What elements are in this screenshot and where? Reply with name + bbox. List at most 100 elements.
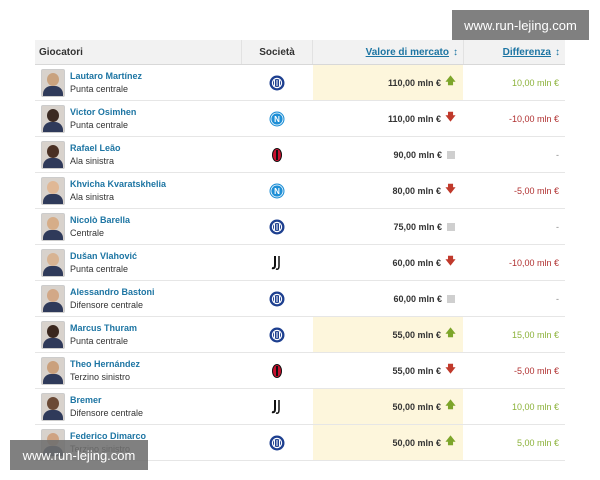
player-photo[interactable] — [41, 68, 65, 97]
difference-cell: - — [463, 281, 565, 316]
club-cell[interactable] — [241, 353, 313, 388]
inter-logo[interactable] — [269, 75, 285, 91]
difference-value: -10,00 mln € — [508, 257, 559, 268]
difference-cell: 15,00 mln € — [463, 317, 565, 352]
player-photo[interactable] — [41, 320, 65, 349]
player-name-link[interactable]: Rafael Leão — [70, 142, 121, 153]
player-cell: Bremer Difensore centrale — [35, 389, 241, 424]
inter-logo[interactable] — [269, 291, 285, 307]
player-photo[interactable] — [41, 176, 65, 205]
svg-text:N: N — [274, 187, 280, 196]
market-value-cell: 90,00 mln € — [313, 137, 463, 172]
club-cell[interactable]: N — [241, 173, 313, 208]
player-role: Difensore centrale — [70, 299, 144, 310]
player-name-link[interactable]: Bremer — [70, 394, 102, 405]
player-name-link[interactable]: Marcus Thuram — [70, 322, 138, 333]
table-row: Lautaro Martínez Punta centrale 110,00 mln… — [35, 65, 565, 101]
market-value: 75,00 mln € — [393, 221, 442, 232]
player-name-link[interactable]: Khvicha Kvaratskhelia — [70, 178, 167, 189]
milan-logo[interactable] — [269, 147, 285, 163]
sort-icon[interactable]: ↕ — [453, 46, 458, 58]
column-header-player: Giocatori — [39, 46, 83, 58]
player-name-link[interactable]: Victor Osimhen — [70, 106, 137, 117]
table-header: Giocatori Società Valore di mercato ↕ Di… — [35, 40, 565, 65]
player-cell: Rafael Leão Ala sinistra — [35, 137, 241, 172]
juventus-logo[interactable] — [269, 255, 285, 271]
sort-by-diff-link[interactable]: Differenza — [502, 46, 551, 58]
club-cell[interactable] — [241, 65, 313, 100]
sort-icon[interactable]: ↕ — [555, 46, 560, 58]
table-row: Theo Hernández Terzino sinistro 55,00 mln … — [35, 353, 565, 389]
player-role: Difensore centrale — [70, 407, 144, 418]
club-cell[interactable]: N — [241, 101, 313, 136]
watermark-top: www.run-lejing.com — [452, 10, 589, 40]
napoli-logo[interactable]: N — [269, 111, 285, 127]
trend-flat-icon — [447, 222, 455, 231]
difference-cell: -10,00 mln € — [463, 101, 565, 136]
player-cell: Victor Osimhen Punta centrale — [35, 101, 241, 136]
player-name-link[interactable]: Theo Hernández — [70, 358, 141, 369]
sort-by-value-link[interactable]: Valore di mercato — [365, 46, 449, 58]
difference-cell: 10,00 mln € — [463, 389, 565, 424]
watermark-bottom: www.run-lejing.com — [10, 440, 148, 470]
table-row: Dušan Vlahović Punta centrale 60,00 mln € 🡇… — [35, 245, 565, 281]
player-role: Terzino sinistro — [70, 371, 131, 382]
column-header-value[interactable]: Valore di mercato ↕ — [313, 40, 463, 64]
table-row: Rafael Leão Ala sinistra 90,00 mln € - — [35, 137, 565, 173]
player-photo[interactable] — [41, 248, 65, 277]
player-name-link[interactable]: Dušan Vlahović — [70, 250, 138, 261]
player-photo[interactable] — [41, 140, 65, 169]
player-photo[interactable] — [41, 284, 65, 313]
market-value: 55,00 mln € — [392, 329, 441, 340]
club-cell[interactable] — [241, 317, 313, 352]
player-cell: Khvicha Kvaratskhelia Ala sinistra — [35, 173, 241, 208]
table-row: Nicolò Barella Centrale 75,00 mln € - — [35, 209, 565, 245]
player-role: Punta centrale — [70, 335, 129, 346]
difference-value: 10,00 mln € — [511, 401, 559, 412]
inter-logo[interactable] — [269, 435, 285, 451]
trend-up-icon: 🡅 — [445, 400, 456, 411]
player-photo[interactable] — [41, 104, 65, 133]
club-cell[interactable] — [241, 425, 313, 460]
difference-cell: -10,00 mln € — [463, 245, 565, 280]
market-value: 80,00 mln € — [392, 185, 441, 196]
column-header-diff[interactable]: Differenza ↕ — [463, 40, 565, 64]
club-cell[interactable] — [241, 281, 313, 316]
player-name-link[interactable]: Federico Dimarco — [70, 430, 147, 441]
market-value-cell: 60,00 mln € — [313, 281, 463, 316]
trend-up-icon: 🡅 — [445, 328, 456, 339]
juventus-logo[interactable] — [269, 399, 285, 415]
difference-value: 10,00 mln € — [511, 77, 559, 88]
table-body: Lautaro Martínez Punta centrale 110,00 mln… — [35, 65, 565, 461]
player-role: Punta centrale — [70, 263, 129, 274]
difference-value: 15,00 mln € — [511, 329, 559, 340]
club-cell[interactable] — [241, 245, 313, 280]
difference-value: - — [556, 221, 559, 232]
table-row: Khvicha Kvaratskhelia Ala sinistra N 80,00 … — [35, 173, 565, 209]
player-name-link[interactable]: Alessandro Bastoni — [70, 286, 155, 297]
difference-value: -5,00 mln € — [513, 185, 559, 196]
player-photo[interactable] — [41, 212, 65, 241]
milan-logo[interactable] — [269, 363, 285, 379]
inter-logo[interactable] — [269, 327, 285, 343]
player-cell: Theo Hernández Terzino sinistro — [35, 353, 241, 388]
inter-logo[interactable] — [269, 219, 285, 235]
trend-up-icon: 🡅 — [445, 436, 456, 447]
trend-flat-icon — [447, 150, 455, 159]
player-name-link[interactable]: Lautaro Martínez — [70, 70, 143, 81]
table-row: Bremer Difensore centrale 50,00 mln € 🡅 10,0… — [35, 389, 565, 425]
club-cell[interactable] — [241, 137, 313, 172]
player-photo[interactable] — [41, 392, 65, 421]
player-cell: Alessandro Bastoni Difensore centrale — [35, 281, 241, 316]
player-role: Punta centrale — [70, 119, 129, 130]
napoli-logo[interactable]: N — [269, 183, 285, 199]
market-value-cell: 55,00 mln € 🡅 — [313, 317, 463, 352]
player-photo[interactable] — [41, 356, 65, 385]
club-cell[interactable] — [241, 209, 313, 244]
table-row: Alessandro Bastoni Difensore centrale 60,0… — [35, 281, 565, 317]
club-cell[interactable] — [241, 389, 313, 424]
table-row: Victor Osimhen Punta centrale N 110,00 mln … — [35, 101, 565, 137]
player-cell: Marcus Thuram Punta centrale — [35, 317, 241, 352]
player-name-link[interactable]: Nicolò Barella — [70, 214, 131, 225]
trend-down-icon: 🡇 — [445, 256, 456, 267]
